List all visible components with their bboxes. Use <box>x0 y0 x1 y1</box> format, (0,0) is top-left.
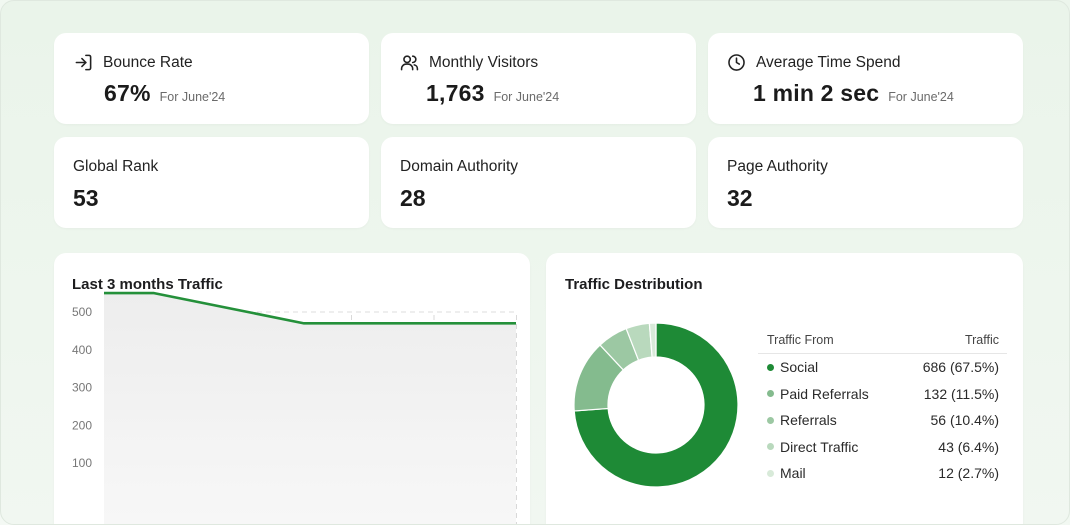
traffic-series-line <box>104 291 516 325</box>
col-traffic-from: Traffic From <box>767 333 834 347</box>
y-tick-label: 500 <box>72 305 92 319</box>
traffic-source-label: Paid Referrals <box>767 386 869 402</box>
traffic-source-label: Mail <box>767 465 806 481</box>
traffic-source-label: Referrals <box>767 412 837 428</box>
traffic-chart-panel: Last 3 months Traffic 100 200 300 400 500 <box>54 253 530 524</box>
domain-authority-value: 28 <box>400 185 426 211</box>
traffic-source-table: Traffic From Traffic Social 686 (67.5%) Pa… <box>758 333 1007 487</box>
domain-authority-label: Domain Authority <box>400 158 519 175</box>
traffic-source-label: Direct Traffic <box>767 439 858 455</box>
traffic-source-value: 43 (6.4%) <box>938 438 999 455</box>
traffic-source-name: Referrals <box>780 412 837 429</box>
table-row: Referrals 56 (10.4%) <box>758 407 1007 434</box>
monthly-visitors-label: Monthly Visitors <box>429 53 539 71</box>
traffic-donut-chart <box>573 322 739 488</box>
monthly-visitors-card: Monthly Visitors 1,763 For June'24 <box>381 33 696 124</box>
bounce-rate-label: Bounce Rate <box>103 53 193 71</box>
page-authority-label: Page Authority <box>727 158 828 175</box>
traffic-source-name: Paid Referrals <box>780 385 869 402</box>
traffic-source-name: Mail <box>780 465 806 482</box>
legend-dot-icon <box>767 390 774 398</box>
users-icon <box>400 53 419 72</box>
traffic-source-name: Social <box>780 359 819 376</box>
legend-dot-icon <box>767 469 774 477</box>
page-authority-card: Page Authority 32 <box>708 137 1023 228</box>
bounce-rate-card: Bounce Rate 67% For June'24 <box>54 33 369 124</box>
traffic-source-value: 686 (67.5%) <box>922 359 999 376</box>
log-in-icon <box>74 53 93 72</box>
table-row: Mail 12 (2.7%) <box>758 460 1007 487</box>
legend-dot-icon <box>767 443 774 451</box>
traffic-line-chart: 100 200 300 400 500 <box>72 291 517 524</box>
donut-slice-social[interactable] <box>573 322 739 488</box>
monthly-visitors-value: 1,763 <box>426 80 485 106</box>
table-row: Direct Traffic 43 (6.4%) <box>758 434 1007 461</box>
bounce-rate-period: For June'24 <box>159 90 226 104</box>
traffic-distribution-title: Traffic Destribution <box>565 276 703 293</box>
traffic-area-fill <box>104 293 516 524</box>
traffic-source-value: 132 (11.5%) <box>923 385 999 402</box>
table-row: Social 686 (67.5%) <box>758 354 1007 381</box>
average-time-value: 1 min 2 sec <box>753 80 880 106</box>
traffic-chart-title: Last 3 months Traffic <box>72 276 223 293</box>
legend-dot-icon <box>767 363 774 371</box>
global-rank-value: 53 <box>73 185 99 211</box>
y-tick-label: 200 <box>72 418 92 432</box>
y-tick-label: 300 <box>72 381 92 395</box>
traffic-source-label: Social <box>767 359 818 375</box>
global-rank-label: Global Rank <box>73 158 159 175</box>
traffic-source-value: 12 (2.7%) <box>938 465 999 482</box>
traffic-distribution-panel: Traffic Destribution Traffic From Traffi… <box>546 253 1023 524</box>
traffic-source-value: 56 (10.4%) <box>930 412 999 429</box>
traffic-source-name: Direct Traffic <box>780 438 859 455</box>
col-traffic: Traffic <box>964 333 999 347</box>
page-authority-value: 32 <box>727 185 753 211</box>
table-row: Paid Referrals 132 (11.5%) <box>758 381 1007 408</box>
legend-dot-icon <box>767 416 774 424</box>
y-tick-label: 100 <box>72 456 92 470</box>
average-time-period: For June'24 <box>888 90 954 104</box>
clock-icon <box>727 53 746 72</box>
y-tick-label: 400 <box>72 343 92 357</box>
table-header: Traffic From Traffic <box>758 333 1007 354</box>
average-time-label: Average Time Spend <box>756 53 901 71</box>
monthly-visitors-period: For June'24 <box>493 90 560 104</box>
global-rank-card: Global Rank 53 <box>54 137 369 228</box>
donut-slice-mail[interactable] <box>648 322 657 358</box>
average-time-card: Average Time Spend 1 min 2 sec For June'… <box>708 33 1023 124</box>
bounce-rate-value: 67% <box>104 80 151 106</box>
domain-authority-card: Domain Authority 28 <box>381 137 696 228</box>
